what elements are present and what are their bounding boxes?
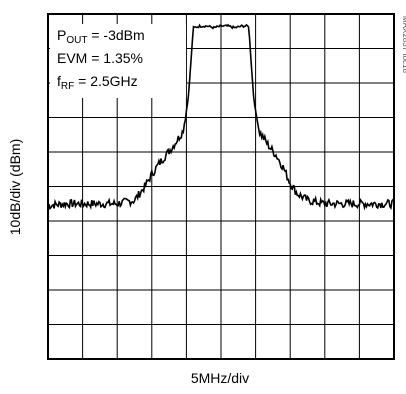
x-axis-label: 5MHz/div xyxy=(191,370,249,386)
annotation-pout: POUT = -3dBm xyxy=(57,27,145,46)
annotation-evm: EVM = 1.35% xyxy=(57,50,143,66)
annotation-box xyxy=(50,24,186,98)
spectrum-trace xyxy=(47,23,395,211)
plot-frame xyxy=(47,13,395,360)
annotation-frf: fRF = 2.5GHz xyxy=(57,73,138,92)
y-axis-label: 10dB/div (dBm) xyxy=(7,139,23,235)
part-id-label: MAX2837 toc18 xyxy=(401,16,406,73)
